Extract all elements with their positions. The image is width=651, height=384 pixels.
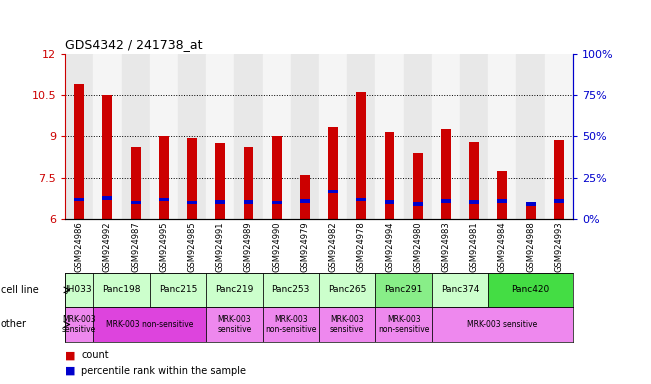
Bar xyxy=(432,307,573,342)
Bar xyxy=(150,54,178,219)
Bar xyxy=(497,171,507,219)
Bar xyxy=(93,307,206,342)
Bar xyxy=(206,54,234,219)
Bar xyxy=(554,199,564,203)
Text: GDS4342 / 241738_at: GDS4342 / 241738_at xyxy=(65,38,202,51)
Bar xyxy=(215,200,225,204)
Text: Panc420: Panc420 xyxy=(512,285,549,295)
Bar xyxy=(206,273,262,307)
Bar xyxy=(347,54,376,219)
Bar xyxy=(271,200,282,204)
Text: MRK-003
non-sensitive: MRK-003 non-sensitive xyxy=(378,315,429,334)
Text: MRK-003
sensitive: MRK-003 sensitive xyxy=(217,315,251,334)
Bar xyxy=(65,307,93,342)
Bar xyxy=(525,204,536,219)
Bar xyxy=(441,199,451,203)
Bar xyxy=(413,202,422,205)
Text: MRK-003
non-sensitive: MRK-003 non-sensitive xyxy=(265,315,316,334)
Bar xyxy=(432,54,460,219)
Bar xyxy=(545,54,573,219)
Bar xyxy=(131,147,141,219)
Bar xyxy=(206,307,262,342)
Text: count: count xyxy=(81,350,109,360)
Bar xyxy=(187,200,197,204)
Bar xyxy=(243,147,253,219)
Bar xyxy=(460,54,488,219)
Bar xyxy=(469,200,479,204)
Text: Panc374: Panc374 xyxy=(441,285,479,295)
Bar xyxy=(376,307,432,342)
Bar xyxy=(187,138,197,219)
Bar xyxy=(525,202,536,205)
Bar xyxy=(356,198,367,201)
Bar xyxy=(376,54,404,219)
Text: Panc265: Panc265 xyxy=(328,285,367,295)
Text: Panc291: Panc291 xyxy=(385,285,422,295)
Text: ■: ■ xyxy=(65,366,76,376)
Text: MRK-003
sensitive: MRK-003 sensitive xyxy=(62,315,96,334)
Bar xyxy=(413,153,422,219)
Bar xyxy=(300,175,310,219)
Bar xyxy=(234,54,262,219)
Bar xyxy=(516,54,545,219)
Text: cell line: cell line xyxy=(1,285,38,295)
Bar xyxy=(319,54,347,219)
Bar xyxy=(404,54,432,219)
Bar xyxy=(159,136,169,219)
Bar xyxy=(319,307,376,342)
Bar xyxy=(497,199,507,203)
Bar xyxy=(178,54,206,219)
Text: Panc198: Panc198 xyxy=(102,285,141,295)
Bar xyxy=(469,142,479,219)
Bar xyxy=(376,273,432,307)
Bar xyxy=(102,95,113,219)
Text: Panc219: Panc219 xyxy=(215,285,253,295)
Bar xyxy=(74,84,84,219)
Text: Panc253: Panc253 xyxy=(271,285,310,295)
Bar xyxy=(488,54,516,219)
Bar xyxy=(215,143,225,219)
Bar xyxy=(328,127,338,219)
Bar xyxy=(441,129,451,219)
Text: Panc215: Panc215 xyxy=(159,285,197,295)
Text: JH033: JH033 xyxy=(66,285,92,295)
Bar xyxy=(65,273,93,307)
Bar xyxy=(319,273,376,307)
Bar xyxy=(385,200,395,204)
Bar xyxy=(102,197,113,200)
Bar xyxy=(122,54,150,219)
Bar xyxy=(554,141,564,219)
Text: ■: ■ xyxy=(65,350,76,360)
Bar xyxy=(385,132,395,219)
Bar xyxy=(356,92,367,219)
Text: MRK-003 sensitive: MRK-003 sensitive xyxy=(467,320,538,329)
Text: percentile rank within the sample: percentile rank within the sample xyxy=(81,366,246,376)
Bar xyxy=(65,54,93,219)
Bar xyxy=(271,136,282,219)
Bar xyxy=(150,273,206,307)
Bar xyxy=(159,198,169,201)
Bar xyxy=(291,54,319,219)
Bar xyxy=(262,307,319,342)
Bar xyxy=(262,54,291,219)
Text: other: other xyxy=(1,319,27,329)
Bar xyxy=(93,273,150,307)
Bar xyxy=(262,273,319,307)
Bar xyxy=(74,198,84,201)
Bar xyxy=(432,273,488,307)
Bar xyxy=(300,199,310,203)
Bar xyxy=(243,200,253,204)
Bar xyxy=(488,273,573,307)
Text: MRK-003 non-sensitive: MRK-003 non-sensitive xyxy=(106,320,193,329)
Bar xyxy=(131,200,141,204)
Bar xyxy=(328,190,338,193)
Text: MRK-003
sensitive: MRK-003 sensitive xyxy=(330,315,365,334)
Bar xyxy=(93,54,122,219)
